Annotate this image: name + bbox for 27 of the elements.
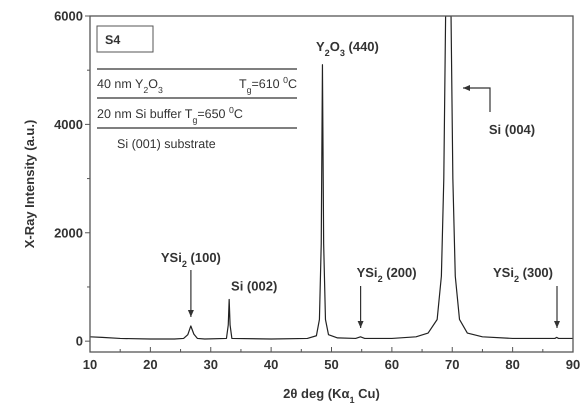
y-tick-label: 0 [76, 334, 83, 349]
x-axis-title: 2θ deg (Kα$_{1}$ Cu) [283, 386, 380, 405]
annotation: Y$_{2}$O$_{3}$ (440) [316, 38, 379, 58]
annotation: S4 [105, 33, 120, 47]
y-tick-label: 4000 [54, 116, 83, 132]
annotation: 40 nm Y$_{2}$O$_{3}$ [97, 77, 163, 95]
x-tick-label: 90 [566, 357, 580, 372]
x-tick-label: 80 [505, 357, 520, 372]
annotation: Si (001) substrate [117, 137, 216, 151]
x-tick-label: 40 [264, 357, 278, 372]
annotation: Si (004) [488, 122, 536, 137]
x-tick-label: 30 [204, 357, 218, 372]
annotation: YSi$_{2}$ (100) [160, 250, 221, 269]
y-tick-label: 6000 [54, 8, 83, 24]
annotation: Si (002) [231, 278, 278, 294]
x-tick-label: 70 [445, 357, 460, 372]
annotation: YSi$_{2}$ (300) [493, 265, 553, 284]
annotation: YSi$_{2}$ (200) [356, 265, 417, 284]
y-tick-label: 2000 [54, 225, 83, 240]
annotation: T$_{g}$=610 $^{0}$C [238, 75, 297, 95]
annotation: 20 nm Si buffer T$_{g}$=650 $^{0}$C [97, 105, 243, 125]
line-series [90, 16, 573, 340]
x-tick-label: 60 [384, 357, 400, 372]
y-axis-title: X-Ray Intensity (a.u.) [22, 120, 37, 248]
x-tick-label: 10 [82, 357, 98, 372]
x-tick-label: 50 [324, 357, 339, 372]
x-tick-label: 20 [143, 357, 158, 372]
